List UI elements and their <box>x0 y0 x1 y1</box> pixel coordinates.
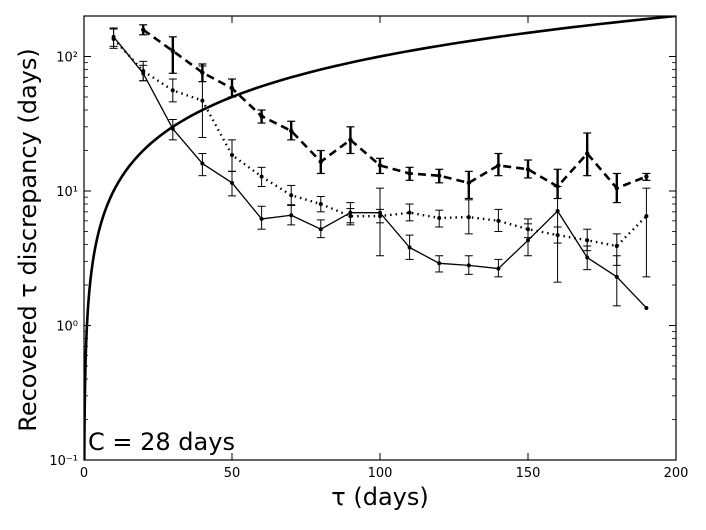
series-group <box>84 16 676 460</box>
series-solid-point <box>318 227 323 232</box>
x-tick-label: 50 <box>224 466 241 481</box>
plot-area <box>84 16 676 460</box>
series-dashed-point <box>141 27 146 32</box>
x-tick-label: 150 <box>516 466 541 481</box>
series-dashed-point <box>437 173 442 178</box>
series-solid-point <box>200 161 205 166</box>
series-dotted-point <box>378 214 382 219</box>
series-dotted-point <box>348 214 353 219</box>
series-dotted-point <box>407 210 412 215</box>
series-dotted-point <box>111 36 116 41</box>
series-dotted-point <box>555 233 560 238</box>
series-dashed-point <box>229 86 235 91</box>
x-tick-label: 100 <box>368 466 393 481</box>
series-solid-point <box>289 213 294 218</box>
x-axis-label: τ (days) <box>331 483 428 511</box>
series-dotted-point <box>170 88 175 93</box>
series-dashed-point <box>377 163 383 168</box>
series-solid-point <box>170 126 175 131</box>
series-dotted-point <box>466 215 471 220</box>
y-tick-label: 10⁰ <box>56 319 78 334</box>
series-dashed-point <box>525 167 531 172</box>
series-dashed-point <box>585 151 590 156</box>
series-solid-point <box>614 274 619 279</box>
series-dashed-point <box>289 128 294 134</box>
series-dashed-point <box>348 137 353 143</box>
series-solid-point <box>407 245 412 250</box>
axes: 0 50 100 150 200 10⁻¹ 10⁰ 10¹ 10² <box>49 15 689 481</box>
y-axis-label: Recovered τ discrepancy (days) <box>14 48 42 432</box>
series-dotted-point <box>230 153 234 158</box>
series-dashed-point <box>407 171 412 176</box>
series-solid-point <box>230 180 234 185</box>
x-tick-label: 200 <box>664 466 689 481</box>
series-solid-point <box>496 266 501 271</box>
series-solid-point <box>466 263 471 268</box>
series-dotted-point <box>200 98 205 103</box>
series-dotted-point <box>526 227 530 232</box>
series-dashed-point <box>644 174 649 179</box>
series-dotted-point <box>289 193 294 198</box>
series-dotted-point <box>259 174 264 179</box>
series-dotted-point <box>614 243 619 248</box>
y-tick-label: 10² <box>56 50 78 65</box>
series-dotted-point <box>437 215 442 220</box>
y-tick-label: 10¹ <box>56 185 78 200</box>
series-dotted-point <box>318 202 323 207</box>
series-dashed-point <box>170 48 175 54</box>
series-dashed-point <box>614 185 619 191</box>
annotation-label: C = 28 days <box>88 428 235 456</box>
series-solid-point <box>585 255 590 260</box>
series-solid-point <box>259 216 264 221</box>
series-dotted-point <box>644 214 649 219</box>
x-tick-label: 0 <box>80 466 88 481</box>
series-solid-point <box>437 261 442 266</box>
series-solid-point <box>526 238 530 243</box>
series-dashed-point <box>466 180 471 186</box>
series-dotted-point <box>141 69 146 74</box>
series-dotted-point <box>585 238 590 243</box>
reference-curve-line <box>84 16 676 460</box>
series-dotted-point <box>496 218 501 223</box>
series-dashed-point <box>555 184 560 189</box>
y-tick-label: 10⁻¹ <box>49 454 78 469</box>
series-dashed-point <box>318 159 323 164</box>
series-solid-point <box>644 305 649 310</box>
series-dashed-point <box>200 70 205 75</box>
series-dashed-point <box>496 163 501 168</box>
series-solid-point <box>555 208 560 213</box>
series-dashed-line <box>142 28 647 190</box>
series-dashed-point <box>259 113 264 119</box>
